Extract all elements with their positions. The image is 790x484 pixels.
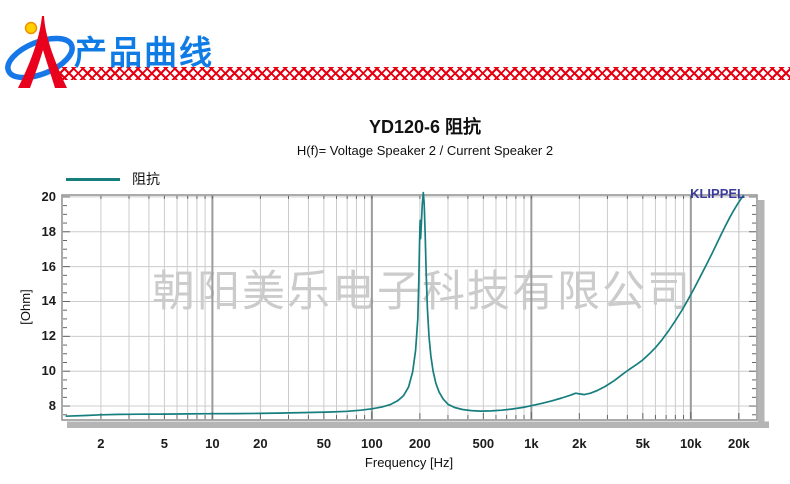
- x-tick-label: 10k: [679, 436, 702, 451]
- x-tick-label: 50: [316, 436, 332, 451]
- y-tick-label: 16: [41, 258, 56, 274]
- legend-label: 阻抗: [132, 171, 160, 187]
- klippel-brand-label: KLIPPEL: [690, 186, 745, 201]
- y-tick-label: 20: [41, 188, 56, 204]
- chart-subtitle: H(f)= Voltage Speaker 2 / Current Speake…: [296, 143, 554, 158]
- x-tick-label: 5: [160, 436, 168, 451]
- x-tick-label: 2k: [572, 436, 587, 451]
- watermark-text: 朝阳美乐电子科技有限公司: [152, 268, 692, 316]
- y-axis-title: [Ohm]: [18, 289, 33, 325]
- x-tick-label: 200: [409, 436, 431, 451]
- x-tick-label: 100: [361, 436, 383, 451]
- y-tick-label: 14: [41, 293, 56, 309]
- chart-legend: 阻抗: [66, 169, 160, 189]
- x-tick-label: 2: [97, 436, 105, 451]
- company-logo-icon: [5, 16, 75, 88]
- x-tick-label: 10: [205, 436, 220, 451]
- x-tick-label: 5k: [635, 436, 651, 451]
- x-tick-label: 20: [253, 436, 268, 451]
- y-tick-label: 12: [41, 328, 56, 344]
- chart-title: YD120-6 阻抗: [368, 117, 482, 137]
- page-title: 产品曲线: [74, 34, 214, 71]
- y-tick-label: 8: [48, 398, 56, 414]
- y-tick-label: 18: [41, 223, 56, 239]
- x-axis-title: Frequency [Hz]: [364, 455, 454, 470]
- x-tick-label: 1k: [524, 436, 539, 451]
- legend-line-swatch: [66, 177, 120, 181]
- x-tick-label: 500: [472, 436, 495, 451]
- x-tick-label: 20k: [727, 436, 750, 451]
- y-tick-label: 10: [41, 363, 56, 379]
- decorative-checkered-ribbon: [56, 67, 790, 80]
